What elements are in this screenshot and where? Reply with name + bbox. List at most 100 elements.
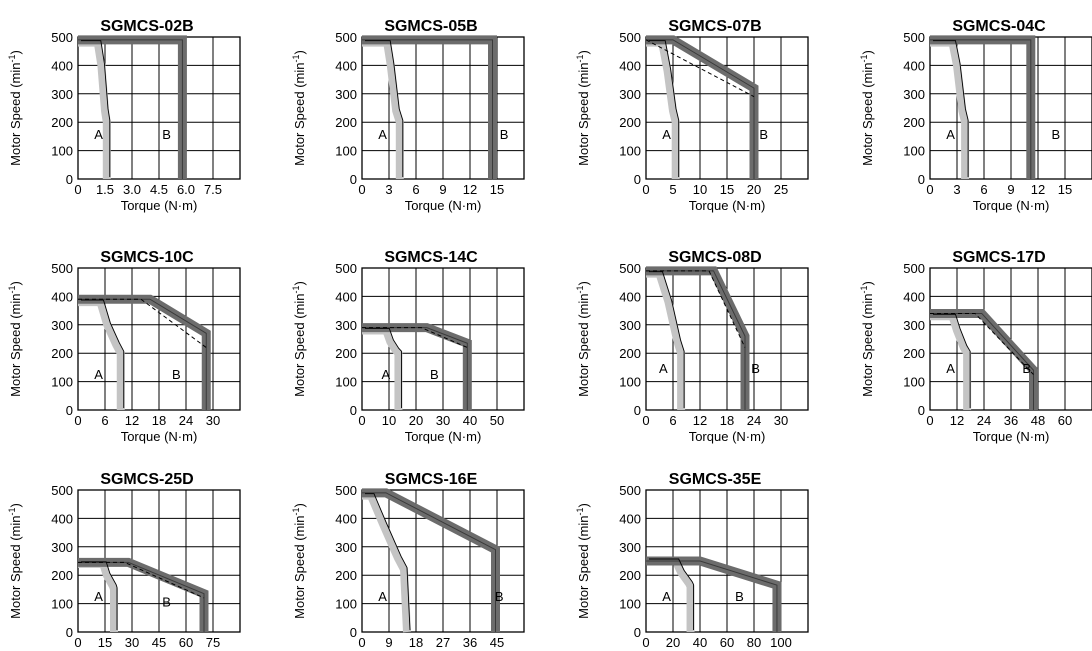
y-tick-label: 200	[619, 346, 641, 361]
plot-frame	[645, 267, 809, 411]
x-axis-label: Torque (N·m)	[973, 429, 1050, 444]
chart-title: SGMCS-05B	[384, 18, 477, 35]
x-tick-label: 18	[409, 635, 423, 650]
y-tick-label: 0	[634, 625, 641, 640]
region-label-b: B	[751, 361, 760, 376]
x-tick-label: 9	[385, 635, 392, 650]
x-tick-label: 60	[720, 635, 734, 650]
y-tick-label: 500	[51, 30, 73, 45]
y-tick-label: 200	[51, 115, 73, 130]
region-label-b: B	[495, 589, 504, 604]
series-a-edge	[933, 40, 969, 177]
y-tick-label: 0	[350, 172, 357, 187]
y-tick-label: 200	[51, 346, 73, 361]
series-b-edge	[646, 39, 755, 179]
series-a-line	[362, 491, 411, 633]
chart-sgmcs-17d: SGMCS-17D A B 0 100 200 300 400 500 0 12 24 36 48 60 To…	[859, 249, 1092, 444]
y-tick-label: 500	[51, 483, 73, 498]
region-label-a: A	[946, 361, 955, 376]
region-label-b: B	[1022, 361, 1031, 376]
series-b-edge	[78, 298, 207, 410]
region-label-a: A	[378, 589, 387, 604]
region-label-b: B	[500, 127, 509, 142]
y-tick-label: 0	[350, 625, 357, 640]
y-tick-label: 400	[51, 289, 73, 304]
series-a-line	[646, 269, 686, 410]
series-dashed-line	[78, 561, 205, 599]
region-label-b: B	[1052, 127, 1061, 142]
series-a-edge	[649, 40, 680, 177]
series-a-line	[362, 326, 403, 410]
y-tick-label: 500	[903, 261, 925, 276]
x-tick-label: 10	[693, 182, 707, 197]
x-tick-label: 5	[669, 182, 676, 197]
y-tick-label: 0	[66, 403, 73, 418]
y-axis-label: Motor Speed (min-1)	[7, 503, 23, 619]
y-tick-label: 200	[335, 346, 357, 361]
x-tick-label: 7.5	[204, 182, 222, 197]
y-tick-label: 100	[335, 144, 357, 159]
y-tick-label: 300	[903, 318, 925, 333]
series-a-edge	[81, 40, 111, 177]
x-tick-label: 0	[358, 635, 365, 650]
y-tick-label: 0	[66, 625, 73, 640]
region-label-a: A	[94, 589, 103, 604]
y-tick-label: 400	[51, 511, 73, 526]
y-tick-label: 400	[51, 58, 73, 73]
x-tick-label: 0	[642, 182, 649, 197]
region-label-b: B	[759, 127, 768, 142]
y-tick-label: 100	[619, 375, 641, 390]
y-tick-label: 100	[51, 597, 73, 612]
y-tick-label: 300	[619, 87, 641, 102]
region-label-a: A	[378, 127, 387, 142]
x-axis-label: Torque (N·m)	[121, 198, 198, 213]
series-b-edge	[930, 39, 1032, 179]
x-tick-label: 50	[490, 413, 504, 428]
series-a-edge	[365, 40, 404, 177]
x-tick-label: 6	[412, 182, 419, 197]
series-b-line	[78, 294, 211, 410]
series-dashed-line	[930, 312, 1034, 375]
y-tick-label: 100	[335, 375, 357, 390]
y-axis-label: Motor Speed (min-1)	[291, 281, 307, 397]
x-tick-label: 0	[74, 413, 81, 428]
plot-frame	[929, 267, 1092, 411]
y-axis-label: Motor Speed (min-1)	[291, 50, 307, 166]
x-tick-label: 0	[926, 182, 933, 197]
region-label-b: B	[735, 589, 744, 604]
y-axis-label: Motor Speed (min-1)	[7, 50, 23, 166]
chart-sgmcs-02b: SGMCS-02B A B 0 100 200 300 400 500 0 1.5 3.0 4.5 6.0…	[7, 18, 241, 213]
region-label-b: B	[172, 367, 181, 382]
x-tick-label: 0	[642, 413, 649, 428]
y-tick-label: 0	[634, 403, 641, 418]
y-tick-label: 400	[335, 511, 357, 526]
x-tick-label: 80	[747, 635, 761, 650]
y-tick-label: 300	[335, 540, 357, 555]
x-axis-label: Torque (N·m)	[973, 198, 1050, 213]
region-label-a: A	[662, 127, 671, 142]
x-tick-label: 20	[409, 413, 423, 428]
y-tick-label: 100	[903, 375, 925, 390]
x-tick-label: 20	[747, 182, 761, 197]
x-tick-label: 15	[720, 182, 734, 197]
chart-title: SGMCS-17D	[952, 249, 1045, 266]
chart-title: SGMCS-08D	[668, 249, 761, 266]
series-a-edge	[365, 328, 402, 408]
x-axis-label: Torque (N·m)	[689, 198, 766, 213]
x-tick-label: 40	[463, 413, 477, 428]
y-tick-label: 200	[619, 568, 641, 583]
region-label-b: B	[162, 594, 171, 609]
y-tick-label: 300	[903, 87, 925, 102]
chart-sgmcs-35e: SGMCS-35EAB0100200300400500020406080100T…	[575, 471, 809, 650]
y-tick-label: 100	[619, 597, 641, 612]
y-tick-label: 200	[335, 115, 357, 130]
y-tick-label: 200	[903, 346, 925, 361]
region-label-a: A	[946, 127, 955, 142]
x-tick-label: 25	[774, 182, 788, 197]
series-b-edge	[78, 39, 183, 179]
y-tick-label: 300	[51, 87, 73, 102]
x-tick-label: 15	[490, 182, 504, 197]
y-axis-label: Motor Speed (min-1)	[575, 50, 591, 166]
region-label-a: A	[662, 589, 671, 604]
x-axis-label: Torque (N·m)	[689, 429, 766, 444]
